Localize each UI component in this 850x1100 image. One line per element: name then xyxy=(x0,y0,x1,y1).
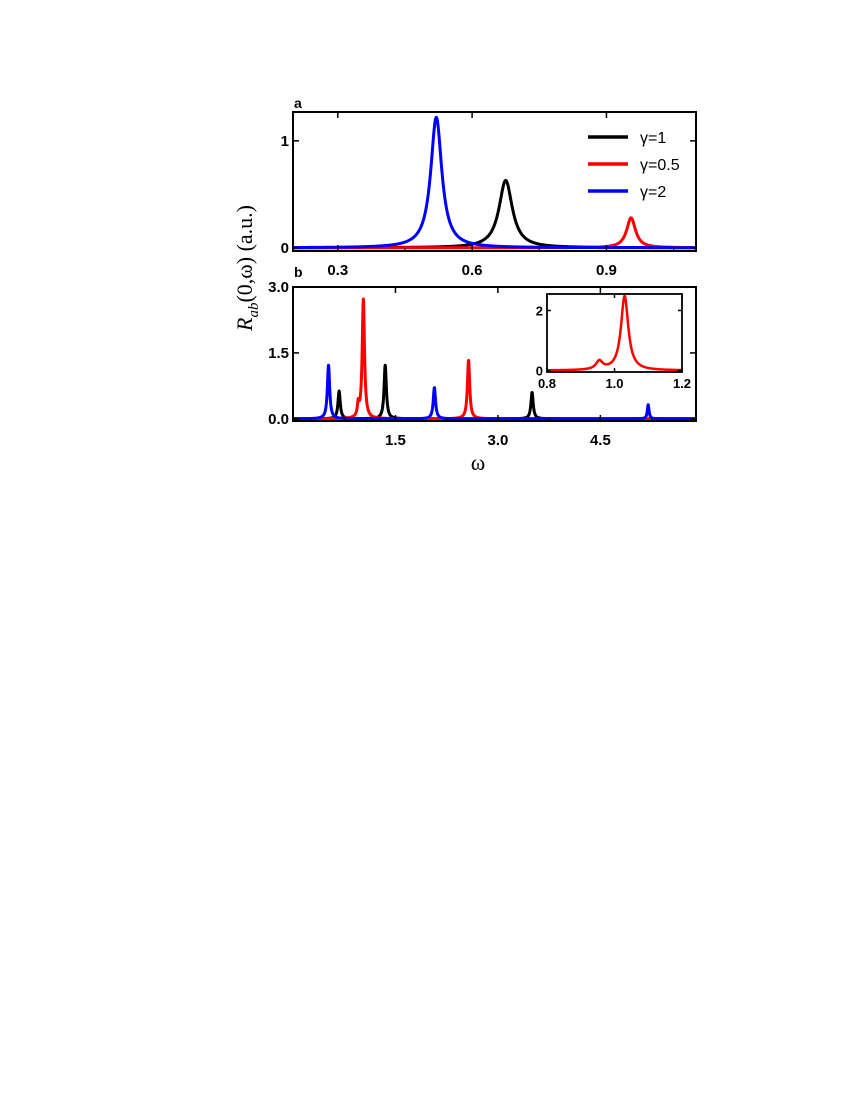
x-tick-label: 0.3 xyxy=(327,262,348,279)
y-tick-label: 0 xyxy=(536,364,543,379)
y-axis-label: Rab(0,ω) (a.u.) xyxy=(232,205,262,332)
x-tick-label: 0.8 xyxy=(538,376,556,391)
x-tick-label: 1.2 xyxy=(673,376,691,391)
panel-b: b 1.5 3.0 4.5 0.0 1.5 3.0 0.8 1.0 1.2 0 2 xyxy=(268,264,697,449)
x-axis-label: ω xyxy=(471,450,485,475)
panel-b-ticks: 1.5 3.0 4.5 0.0 1.5 3.0 xyxy=(268,279,696,449)
series-line-0.5 xyxy=(547,294,682,372)
panel-b-series xyxy=(293,297,696,421)
x-tick-label: 1.5 xyxy=(385,432,406,449)
y-tick-label: 1 xyxy=(281,133,289,150)
legend-label-gamma-1: γ=1 xyxy=(640,130,666,147)
legend-label-gamma-0.5: γ=0.5 xyxy=(640,157,680,174)
panel-a-ticks: 0.3 0.6 0.9 0 1 xyxy=(281,112,696,279)
panel-a-label: a xyxy=(294,95,302,111)
y-tick-label: 3.0 xyxy=(268,279,289,296)
y-axis-symbol: R xyxy=(232,317,257,332)
x-tick-label: 1.0 xyxy=(605,376,623,391)
x-tick-label: 0.9 xyxy=(596,262,617,279)
series-line-2 xyxy=(293,363,696,421)
series-line-2 xyxy=(293,115,696,250)
y-tick-label: 1.5 xyxy=(268,345,289,362)
inset-series xyxy=(547,294,682,372)
series-line-1 xyxy=(293,363,696,421)
x-tick-label: 3.0 xyxy=(487,432,508,449)
y-axis-rest: (0,ω) (a.u.) xyxy=(232,205,257,303)
panel-a: a 0.3 0.6 0.9 0 1 γ=1 γ=0.5 γ=2 xyxy=(281,95,697,279)
inset-ticks: 0.8 1.0 1.2 0 2 xyxy=(536,294,691,391)
y-tick-label: 2 xyxy=(536,304,543,319)
y-axis-subscript: ab xyxy=(246,302,262,318)
inset: 0.8 1.0 1.2 0 2 xyxy=(536,293,691,391)
panel-a-series xyxy=(293,115,696,250)
legend: γ=1 γ=0.5 γ=2 xyxy=(588,130,680,201)
panel-b-label: b xyxy=(294,264,303,280)
panel-a-frame xyxy=(292,111,697,252)
y-tick-label: 0 xyxy=(281,240,289,257)
x-tick-label: 0.6 xyxy=(462,262,483,279)
y-axis-label-text: Rab(0,ω) (a.u.) xyxy=(232,205,262,332)
legend-label-gamma-2: γ=2 xyxy=(640,184,666,201)
y-tick-label: 0.0 xyxy=(268,411,289,428)
panel-b-frame xyxy=(292,286,697,422)
x-tick-label: 4.5 xyxy=(590,432,611,449)
series-line-1 xyxy=(293,178,696,250)
